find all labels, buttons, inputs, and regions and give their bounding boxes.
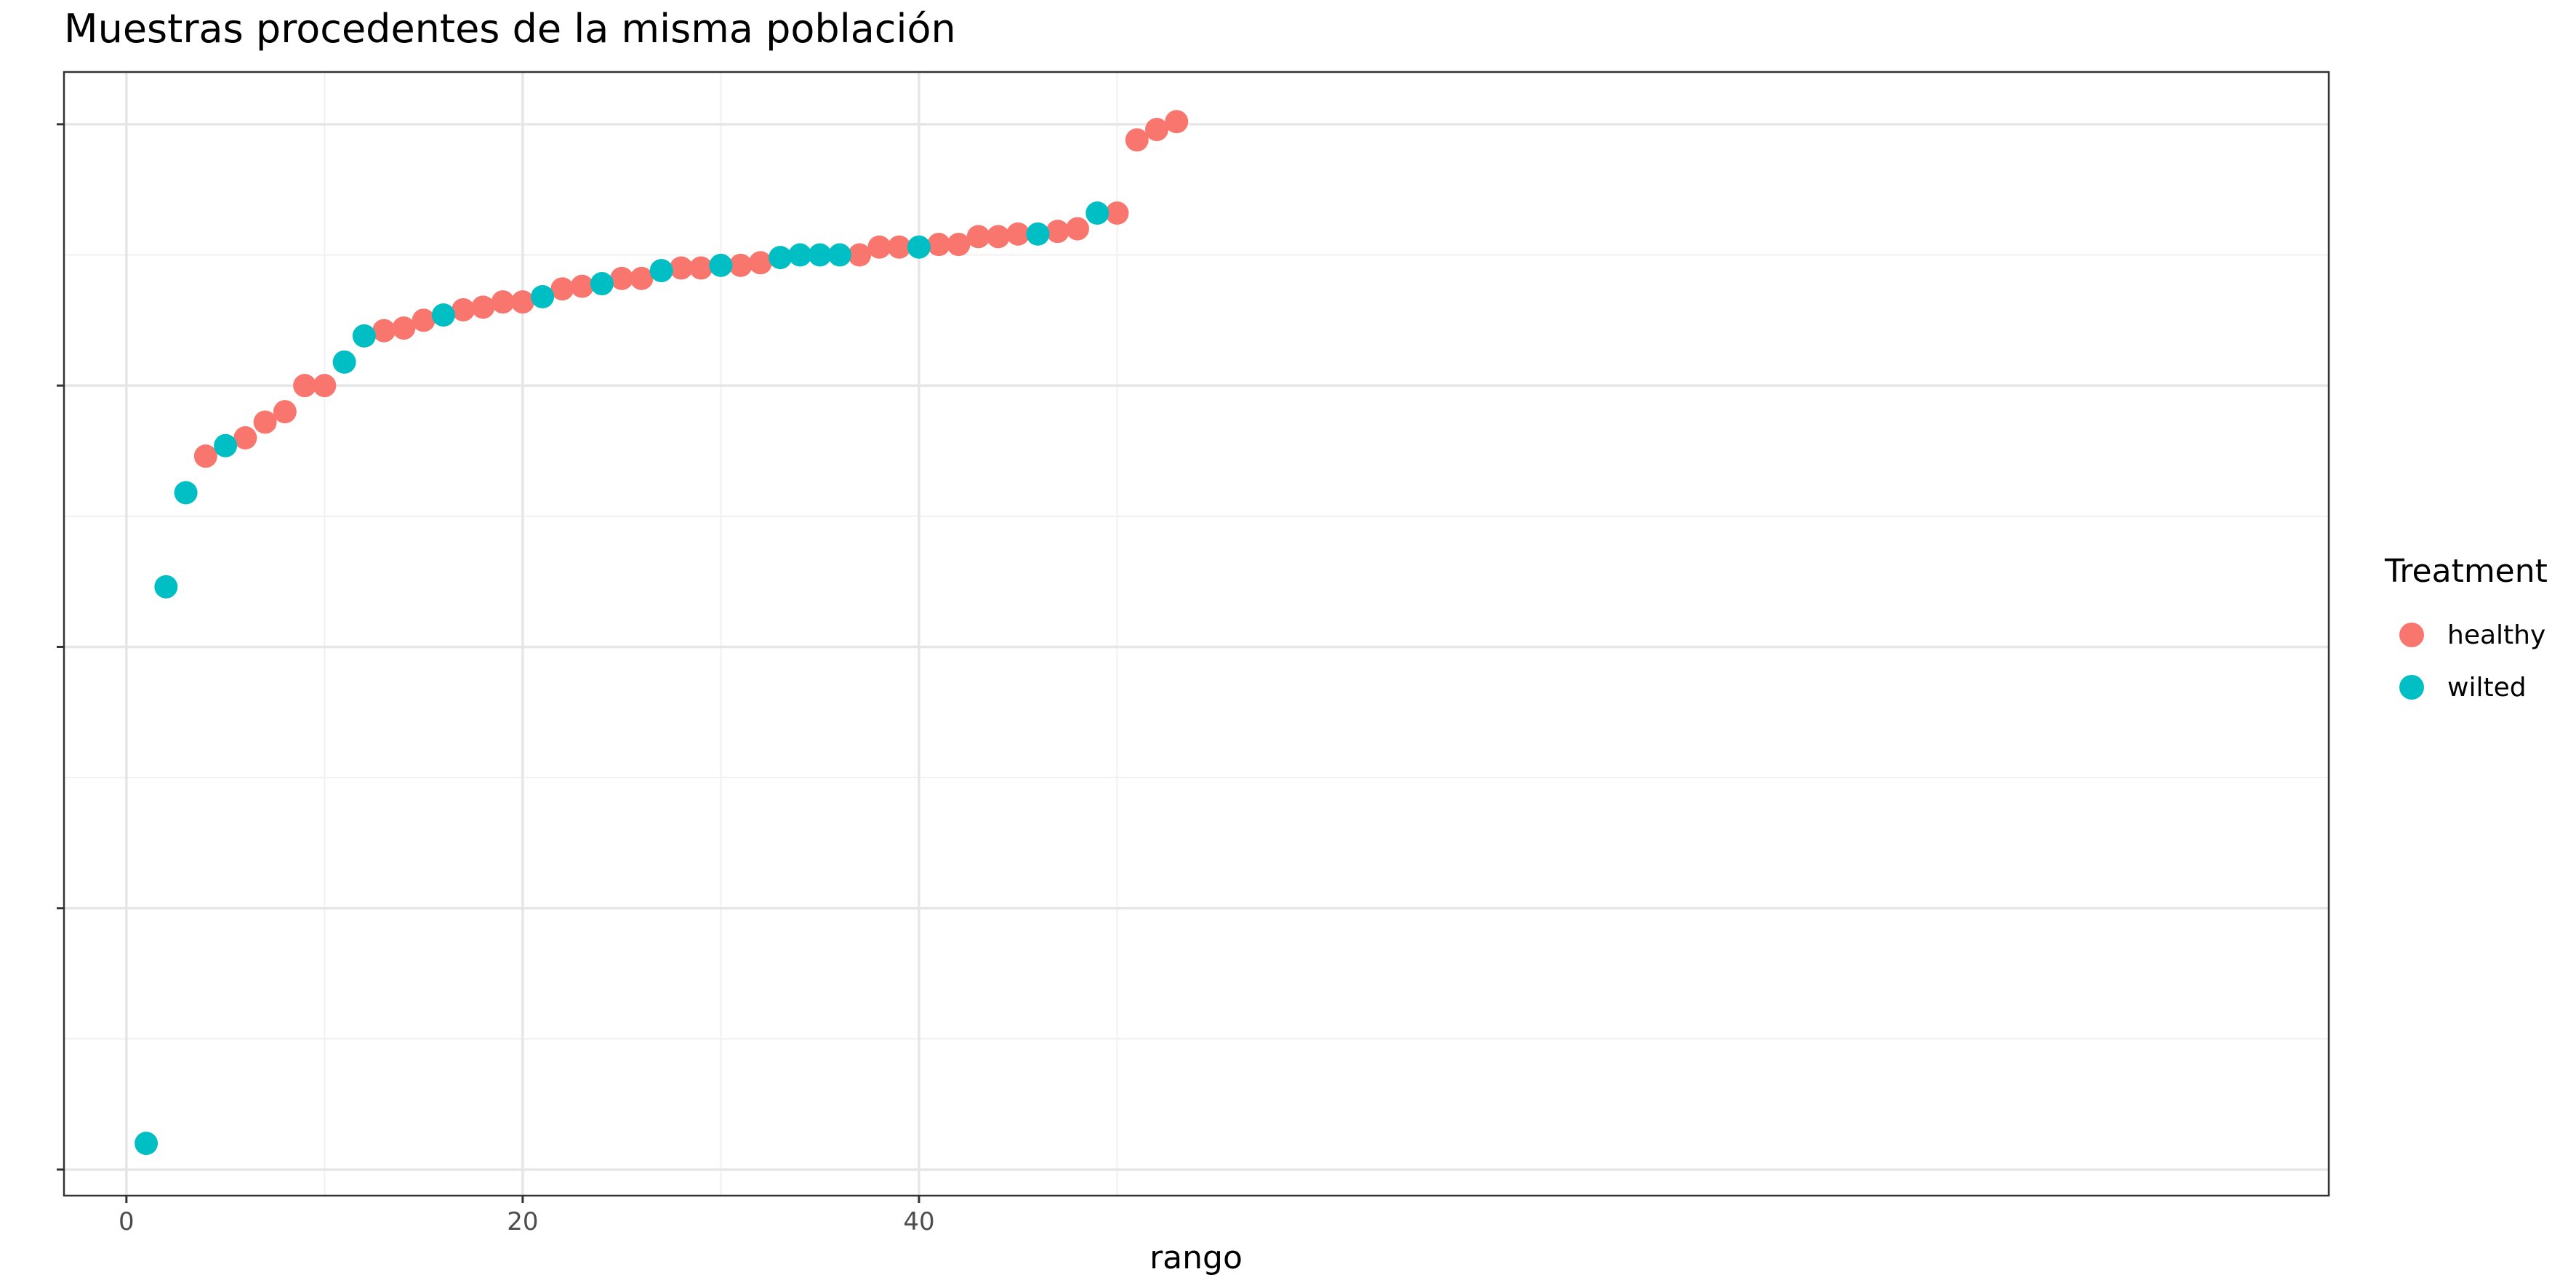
data-point-wilted [808,243,832,267]
legend-healthy-label: healthy [2447,620,2546,650]
data-point-wilted [135,1132,159,1156]
data-point-healthy [313,374,337,398]
data-point-wilted [431,303,455,327]
legend-wilted-marker [2399,675,2424,700]
data-point-healthy [392,316,416,340]
data-point-healthy [986,225,1010,249]
x-tick-label: 0 [119,1207,135,1236]
data-point-healthy [253,410,277,434]
x-axis-label: rango [1149,1239,1243,1276]
legend-item-healthy: healthy [2385,609,2548,661]
data-point-healthy [689,256,713,280]
data-point-healthy [1144,118,1168,142]
data-point-healthy [273,400,297,424]
data-point-healthy [1105,201,1129,225]
data-point-healthy [867,235,891,259]
legend-wilted-label: wilted [2447,672,2527,703]
data-point-wilted [1086,201,1110,225]
data-point-wilted [531,285,555,308]
data-point-healthy [729,253,753,277]
data-point-healthy [570,274,594,298]
data-point-healthy [1006,222,1030,246]
data-point-healthy [1125,128,1149,152]
data-point-healthy [630,266,654,290]
data-point-wilted [352,324,376,348]
data-point-healthy [947,233,971,257]
data-point-healthy [848,243,872,267]
data-point-wilted [769,246,793,270]
legend: Treatment healthy wilted [2385,553,2548,713]
grid-lines [64,72,2329,1196]
plot-panel-border [63,71,2330,1197]
data-point-healthy [887,235,911,259]
data-point-healthy [471,295,495,319]
data-point-healthy [550,277,574,301]
data-point-healthy [610,266,634,290]
data-point-wilted [154,575,178,599]
data-point-healthy [372,319,396,343]
data-point-healthy [1046,220,1070,244]
data-point-healthy [510,290,534,314]
axes: 0 20 40 [57,123,935,1236]
data-point-wilted [174,481,198,505]
legend-item-wilted: wilted [2385,661,2548,713]
data-point-wilted [214,433,238,457]
data-point-healthy [669,256,693,280]
data-point-wilted [907,235,931,259]
chart-title: Muestras procedentes de la misma poblaci… [64,6,956,52]
data-point-healthy [193,444,217,468]
data-point-healthy [927,233,951,257]
data-point-healthy [412,308,436,332]
legend-healthy-marker [2399,623,2424,647]
data-point-wilted [788,243,812,267]
data-point-wilted [649,259,673,283]
data-point-wilted [709,253,733,277]
data-point-wilted [827,243,851,267]
data-point-wilted [590,272,614,296]
data-point-healthy [233,426,257,450]
data-point-healthy [293,374,317,398]
data-points [135,110,1189,1156]
data-point-healthy [491,290,515,314]
legend-title: Treatment [2385,553,2548,590]
data-point-wilted [1026,222,1050,246]
x-tick-label: 40 [903,1207,934,1236]
data-point-healthy [748,251,772,275]
data-point-healthy [452,297,476,321]
data-point-healthy [1165,110,1189,134]
data-point-wilted [332,350,356,374]
data-point-healthy [966,225,990,249]
x-tick-label: 20 [507,1207,538,1236]
data-point-healthy [1065,217,1089,241]
